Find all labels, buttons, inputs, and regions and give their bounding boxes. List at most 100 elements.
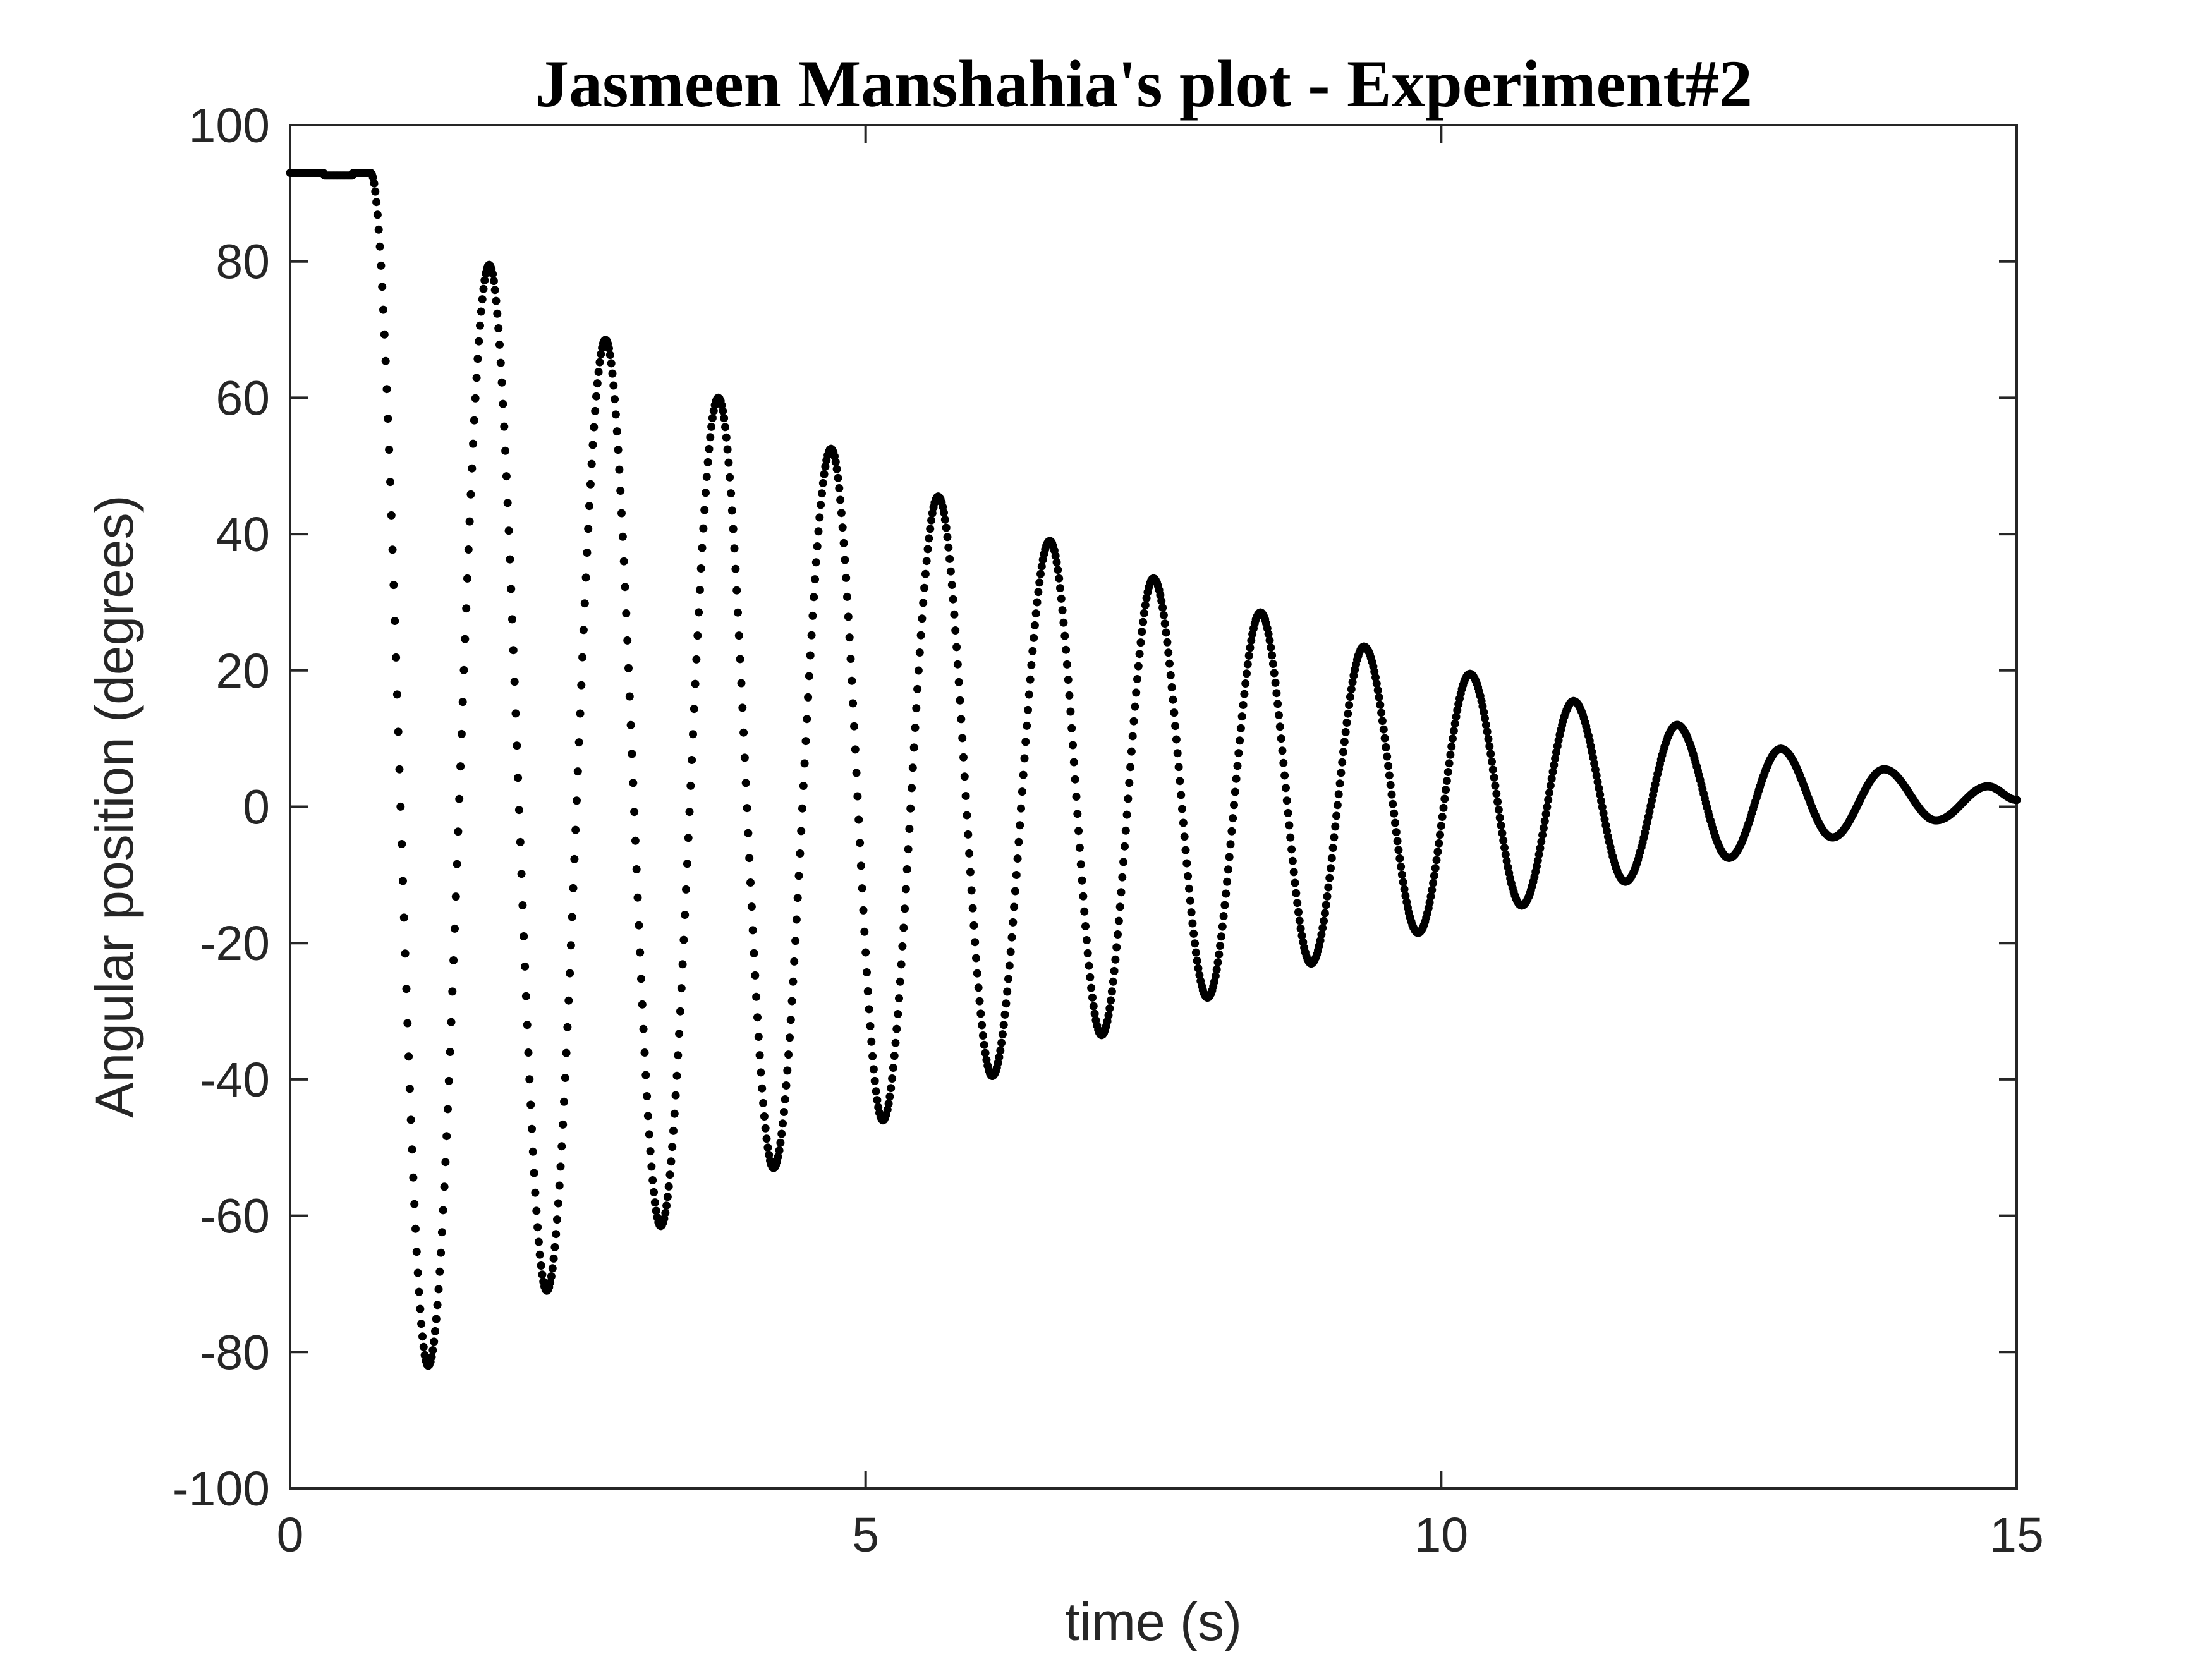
data-point xyxy=(521,962,530,971)
data-point xyxy=(1593,777,1602,786)
data-point xyxy=(1344,709,1352,718)
data-point xyxy=(1340,738,1349,746)
data-point xyxy=(909,743,918,752)
data-point xyxy=(796,849,805,858)
data-point xyxy=(635,921,643,930)
data-point xyxy=(689,730,697,739)
data-point xyxy=(1270,669,1279,678)
data-point xyxy=(726,473,734,482)
data-point xyxy=(437,1248,446,1257)
data-point xyxy=(961,792,970,800)
data-point xyxy=(1488,765,1497,774)
data-point xyxy=(1220,901,1229,909)
data-point xyxy=(439,1206,447,1215)
data-point xyxy=(958,734,967,743)
y-axis-label: Angular position (degrees) xyxy=(85,495,144,1117)
data-point xyxy=(463,574,471,583)
data-point xyxy=(1393,837,1402,846)
data-point xyxy=(1394,846,1403,854)
data-point xyxy=(1445,759,1454,768)
data-point xyxy=(521,992,530,1000)
data-point xyxy=(1596,790,1605,799)
data-point xyxy=(573,796,581,805)
data-point xyxy=(790,957,799,966)
data-point xyxy=(837,509,846,518)
data-point xyxy=(1498,829,1507,837)
data-point xyxy=(744,829,753,837)
data-point xyxy=(1440,794,1449,803)
data-point xyxy=(1376,700,1385,709)
data-point xyxy=(913,684,922,693)
y-tick-label: 20 xyxy=(216,644,270,698)
data-point xyxy=(730,544,739,553)
data-point xyxy=(608,369,617,378)
data-point xyxy=(734,608,742,617)
data-point xyxy=(1024,705,1032,714)
data-point xyxy=(1064,676,1073,684)
data-point xyxy=(1217,932,1225,941)
data-point xyxy=(392,653,401,662)
data-point xyxy=(630,808,639,817)
data-point xyxy=(995,1053,1004,1062)
data-point xyxy=(593,379,602,388)
data-point xyxy=(787,997,796,1006)
data-point xyxy=(927,516,935,525)
data-point xyxy=(605,351,614,360)
data-point xyxy=(1501,850,1510,859)
data-point xyxy=(1134,662,1143,671)
data-point xyxy=(621,583,629,592)
data-point xyxy=(1034,588,1043,597)
data-point xyxy=(1236,736,1244,745)
data-point xyxy=(973,969,981,978)
data-point xyxy=(552,1230,561,1239)
data-point xyxy=(1080,907,1089,916)
data-point xyxy=(1386,781,1395,789)
data-point xyxy=(568,913,576,921)
data-point xyxy=(1072,793,1081,801)
data-point xyxy=(1378,717,1387,726)
data-point xyxy=(409,1173,418,1182)
data-point xyxy=(640,1048,649,1057)
data-point xyxy=(724,458,733,467)
data-point xyxy=(755,1051,764,1060)
data-point xyxy=(1332,811,1341,820)
data-point xyxy=(821,462,830,471)
data-point xyxy=(1246,643,1255,652)
data-point xyxy=(1439,803,1448,812)
data-point xyxy=(693,631,702,640)
data-point xyxy=(739,728,748,737)
data-point xyxy=(762,1134,771,1143)
data-point xyxy=(699,524,708,533)
data-point xyxy=(611,410,620,419)
data-point xyxy=(588,441,597,449)
data-point xyxy=(1020,754,1029,763)
data-point xyxy=(899,923,908,932)
data-point xyxy=(1237,712,1246,721)
data-point xyxy=(1012,871,1021,879)
data-point xyxy=(705,444,714,453)
data-point xyxy=(1548,767,1557,776)
data-point xyxy=(574,738,583,747)
data-point xyxy=(1428,885,1437,894)
data-point xyxy=(1107,987,1116,996)
data-point xyxy=(902,865,911,873)
data-point xyxy=(614,446,623,454)
data-point xyxy=(1129,717,1138,726)
data-point xyxy=(956,696,964,705)
data-point xyxy=(370,179,379,188)
data-point xyxy=(430,1337,439,1346)
data-point xyxy=(394,727,403,736)
data-point xyxy=(561,1074,569,1082)
data-point xyxy=(434,1285,443,1294)
data-point xyxy=(472,374,481,382)
data-point xyxy=(461,635,470,643)
data-point xyxy=(800,759,809,768)
data-point xyxy=(1067,724,1076,732)
data-point xyxy=(1211,971,1220,980)
data-point xyxy=(1278,746,1287,755)
data-point xyxy=(524,1048,533,1057)
data-point xyxy=(793,894,802,902)
data-point xyxy=(447,1018,456,1026)
data-point xyxy=(554,1199,562,1208)
data-point xyxy=(843,592,851,601)
